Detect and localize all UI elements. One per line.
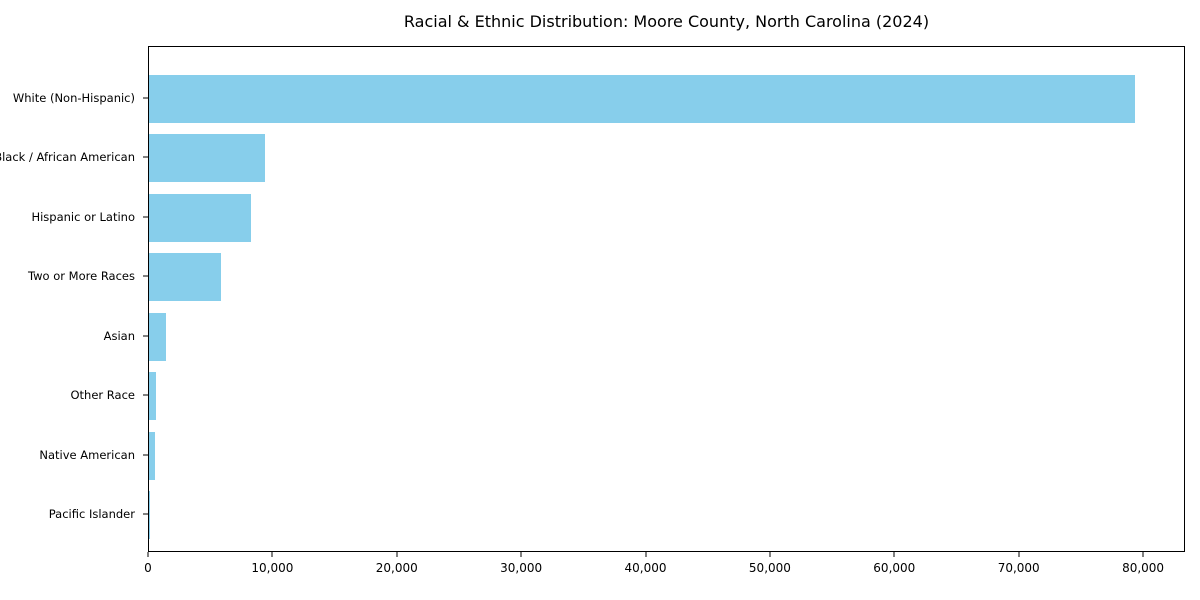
y-tick-mark bbox=[143, 156, 148, 158]
x-tick-mark bbox=[645, 552, 647, 557]
y-tick-mark bbox=[143, 513, 148, 515]
y-tick-label: Two or More Races bbox=[28, 269, 135, 284]
bar bbox=[149, 253, 221, 302]
y-tick-label: Native American bbox=[39, 447, 135, 462]
y-tick-mark bbox=[143, 216, 148, 218]
y-tick-mark bbox=[143, 394, 148, 396]
y-tick-mark bbox=[143, 275, 148, 277]
x-tick-mark bbox=[1142, 552, 1144, 557]
bar bbox=[149, 491, 150, 539]
x-tick-mark bbox=[893, 552, 895, 557]
y-tick-mark bbox=[143, 335, 148, 337]
y-tick-label: Pacific Islander bbox=[48, 507, 135, 521]
y-tick-label: Other Race bbox=[70, 388, 136, 403]
x-tick-label: 80,000 bbox=[1122, 561, 1165, 575]
y-tick-mark bbox=[143, 454, 148, 456]
x-tick-label: 0 bbox=[144, 561, 152, 575]
bar bbox=[149, 134, 266, 183]
x-tick-mark bbox=[396, 552, 398, 557]
bar bbox=[149, 312, 166, 361]
y-tick-mark bbox=[143, 97, 148, 99]
bar bbox=[149, 431, 155, 480]
y-tick-label: Hispanic or Latino bbox=[31, 209, 135, 224]
x-tick-label: 20,000 bbox=[375, 561, 418, 575]
y-tick-label: Black / African American bbox=[0, 150, 135, 165]
bar bbox=[149, 372, 157, 421]
x-tick-mark bbox=[769, 552, 771, 557]
x-tick-mark bbox=[271, 552, 273, 557]
bar bbox=[149, 193, 252, 242]
x-tick-label: 30,000 bbox=[500, 561, 543, 575]
x-tick-label: 60,000 bbox=[873, 561, 916, 575]
x-tick-label: 40,000 bbox=[624, 561, 667, 575]
y-tick-label: White (Non-Hispanic) bbox=[12, 91, 135, 105]
x-tick-mark bbox=[147, 552, 149, 557]
x-tick-label: 10,000 bbox=[251, 561, 294, 575]
x-tick-label: 50,000 bbox=[748, 561, 791, 575]
x-tick-mark bbox=[1018, 552, 1020, 557]
x-axis: 0 10,000 20,000 30,000 40,000 50,000 60,000 70,… bbox=[144, 552, 1185, 592]
y-axis-labels: White (Non-Hispanic) Black / African Amer… bbox=[0, 46, 148, 552]
chart-title: Racial & Ethnic Distribution: Moore Coun… bbox=[403, 12, 930, 31]
x-tick-mark bbox=[520, 552, 522, 557]
plot-area bbox=[148, 46, 1185, 552]
bar bbox=[149, 75, 1135, 123]
y-tick-label: Asian bbox=[103, 328, 135, 343]
x-tick-label: 70,000 bbox=[997, 561, 1040, 575]
